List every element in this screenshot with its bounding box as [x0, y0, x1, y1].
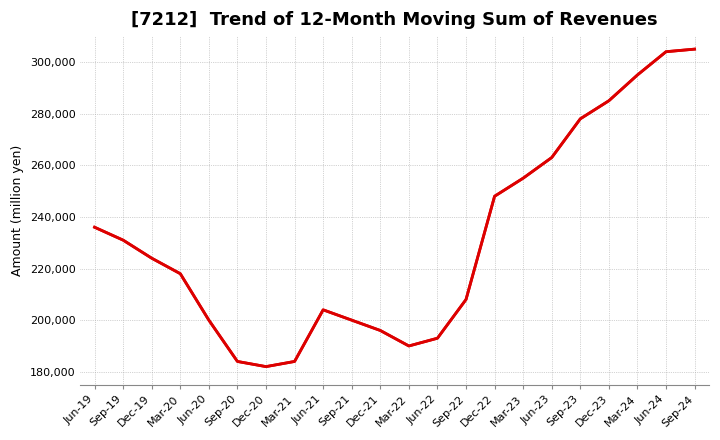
Title: [7212]  Trend of 12-Month Moving Sum of Revenues: [7212] Trend of 12-Month Moving Sum of R…: [131, 11, 658, 29]
Y-axis label: Amount (million yen): Amount (million yen): [11, 145, 24, 276]
